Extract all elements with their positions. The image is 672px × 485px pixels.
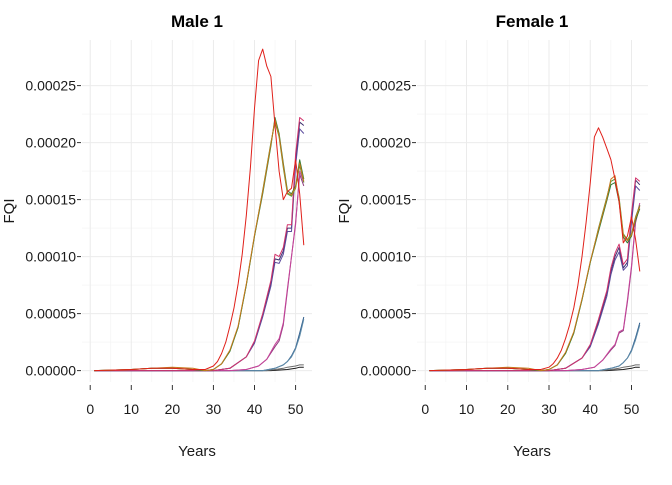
x-tick-label: 20 <box>500 401 516 417</box>
x-tick-label: 30 <box>206 401 222 417</box>
series-line <box>94 128 305 372</box>
y-tick-label: 0.00015 <box>360 192 411 208</box>
y-tick-label: 0.00000 <box>25 363 76 379</box>
x-tick-label: 40 <box>247 401 263 417</box>
series-line <box>94 319 305 372</box>
series-line <box>429 175 641 372</box>
series-line <box>94 117 305 372</box>
x-axis-label: Years <box>513 443 551 460</box>
x-tick-label: 30 <box>541 401 557 417</box>
series-line <box>94 48 305 372</box>
series-line <box>94 316 305 372</box>
series-line <box>94 121 305 372</box>
series-line <box>94 117 305 372</box>
y-tick-label: 0.00020 <box>360 135 411 151</box>
x-tick-label: 10 <box>459 401 475 417</box>
chart-panel: 0 10 20 30 40 50 0.00000 0.00005 0.00010 0.00015 0… <box>336 12 648 460</box>
x-tick-label: 50 <box>624 401 640 417</box>
y-tick-label: 0.00010 <box>360 249 411 265</box>
series-line <box>94 119 305 372</box>
y-tick-label: 0.00020 <box>25 135 76 151</box>
panel-title: Female 1 <box>496 12 569 31</box>
y-tick-label: 0.00005 <box>25 306 76 322</box>
y-axis-label: FQI <box>336 199 353 224</box>
y-tick-label: 0.00025 <box>25 78 76 94</box>
x-tick-label: 50 <box>288 401 304 417</box>
x-tick-label: 0 <box>86 401 94 417</box>
series-line <box>429 185 641 372</box>
y-tick-label: 0.00010 <box>25 249 76 265</box>
series-line <box>429 127 641 372</box>
y-tick-label: 0.00025 <box>360 78 411 94</box>
series-line <box>429 177 641 372</box>
series-line <box>429 324 641 372</box>
y-tick-label: 0.00005 <box>360 306 411 322</box>
x-tick-label: 40 <box>582 401 598 417</box>
series-line <box>94 121 305 372</box>
series-line <box>429 322 641 372</box>
x-axis-label: Years <box>178 443 216 460</box>
y-tick-label: 0.00000 <box>360 363 411 379</box>
panel-title: Male 1 <box>171 12 223 31</box>
series-line <box>94 364 304 372</box>
x-tick-label: 20 <box>165 401 181 417</box>
x-tick-label: 10 <box>123 401 139 417</box>
series-line <box>429 364 640 372</box>
y-axis-label: FQI <box>1 199 18 224</box>
series-line <box>429 202 641 372</box>
x-tick-label: 0 <box>421 401 429 417</box>
series-line <box>94 170 305 372</box>
y-tick-label: 0.00015 <box>25 192 76 208</box>
chart-panel: 0 10 20 30 40 50 0.00000 0.00005 0.00010 0.00015 0… <box>1 12 312 460</box>
